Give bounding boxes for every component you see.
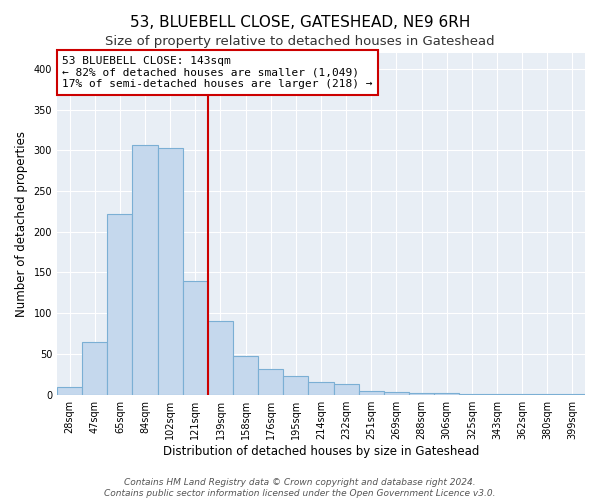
Text: Size of property relative to detached houses in Gateshead: Size of property relative to detached ho… (105, 35, 495, 48)
Text: 53 BLUEBELL CLOSE: 143sqm
← 82% of detached houses are smaller (1,049)
17% of se: 53 BLUEBELL CLOSE: 143sqm ← 82% of detac… (62, 56, 373, 89)
Bar (258, 370, 283, 394)
Bar (434, 393, 459, 394)
Bar (409, 393, 434, 394)
Bar (334, 384, 359, 394)
Bar (308, 382, 334, 394)
Bar (283, 376, 308, 394)
Y-axis label: Number of detached properties: Number of detached properties (15, 130, 28, 316)
Bar (359, 392, 384, 394)
Bar (233, 356, 258, 395)
Bar (158, 148, 183, 394)
Bar (183, 280, 208, 394)
Bar (82, 342, 107, 394)
Text: Contains HM Land Registry data © Crown copyright and database right 2024.
Contai: Contains HM Land Registry data © Crown c… (104, 478, 496, 498)
Bar (384, 392, 409, 394)
Bar (107, 214, 133, 394)
Bar (133, 146, 158, 394)
Text: 53, BLUEBELL CLOSE, GATESHEAD, NE9 6RH: 53, BLUEBELL CLOSE, GATESHEAD, NE9 6RH (130, 15, 470, 30)
X-axis label: Distribution of detached houses by size in Gateshead: Distribution of detached houses by size … (163, 444, 479, 458)
Bar (57, 386, 82, 394)
Bar (208, 322, 233, 394)
